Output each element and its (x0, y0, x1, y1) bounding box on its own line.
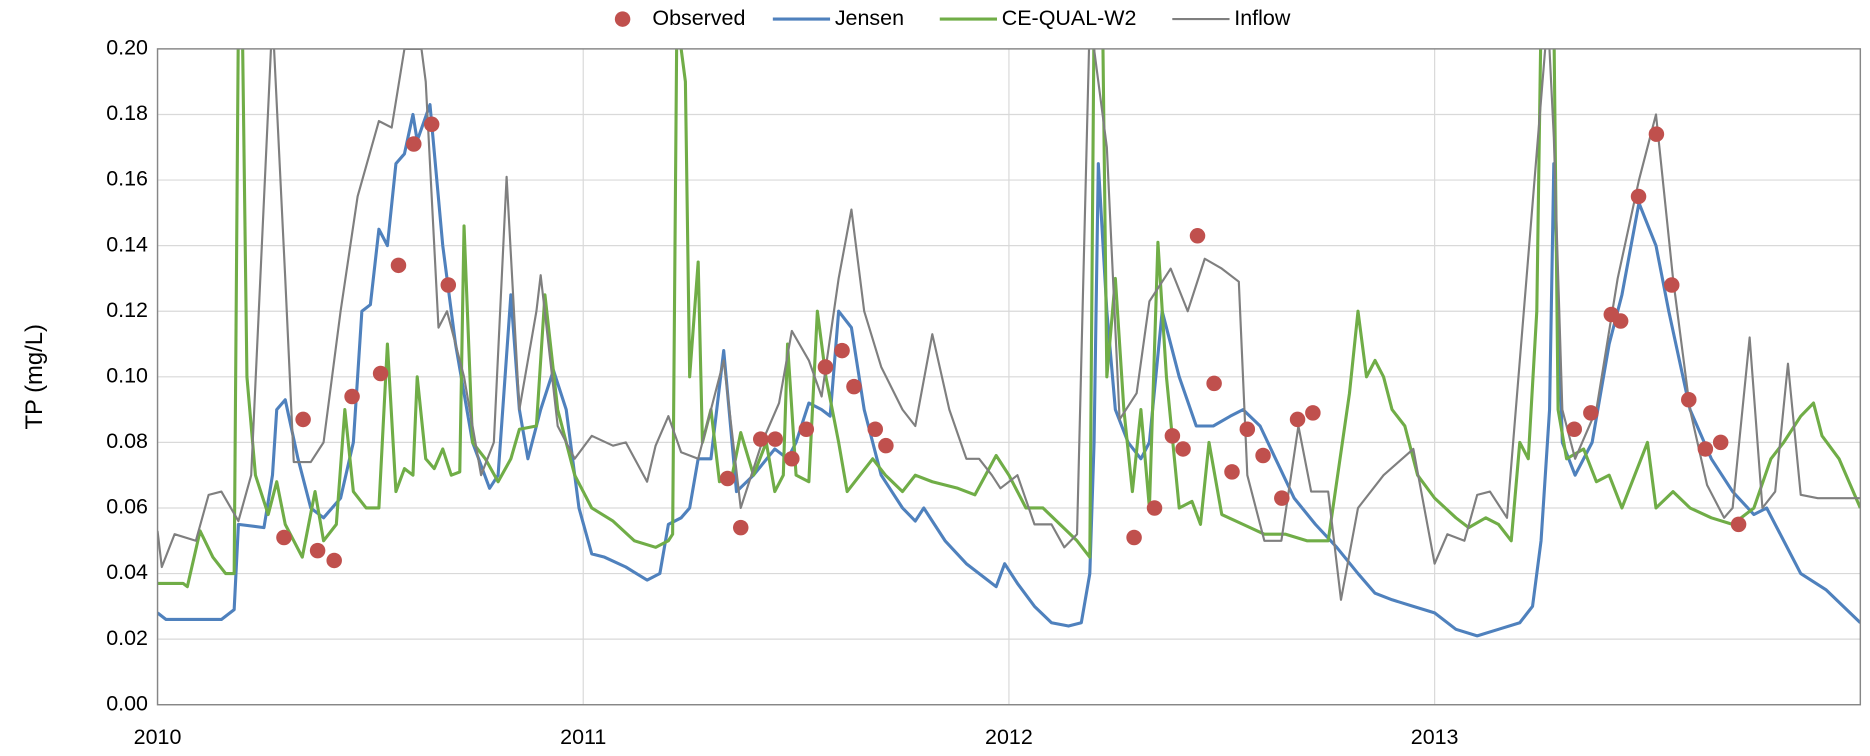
observed-point (1224, 464, 1240, 480)
observed-point (1175, 441, 1191, 457)
y-tick-label: 0.16 (106, 167, 148, 191)
observed-point (440, 277, 457, 293)
observed-point (1730, 516, 1747, 533)
series-line (157, 48, 1861, 601)
observed-point (798, 421, 815, 438)
observed-point (1681, 392, 1697, 408)
y-tick-label: 0.00 (106, 691, 148, 715)
plot-area (157, 48, 1861, 638)
observed-point (846, 378, 862, 395)
observed-point (817, 359, 834, 375)
y-tick-label: 0.12 (106, 298, 148, 322)
grid: 0.00 0.02 0.04 0.06 0.08 0.10 0.12 0.14 0.16 0.18… (106, 36, 1861, 749)
legend: Observed Jensen CE-QUAL-W2 Inflow (614, 6, 1291, 30)
y-tick-label: 0.14 (106, 232, 148, 256)
legend-label: CE-QUAL-W2 (1002, 6, 1137, 30)
y-tick-label: 0.20 (106, 36, 148, 60)
observed-point (732, 519, 749, 536)
series-line (157, 48, 1861, 589)
x-tick-label: 2011 (560, 725, 606, 749)
observed-point (1189, 228, 1206, 244)
y-tick-label: 0.02 (106, 626, 148, 650)
observed-point (1305, 405, 1321, 421)
observed-point (1146, 500, 1163, 516)
observed-point (1612, 313, 1629, 329)
observed-point (1583, 405, 1599, 421)
plot-frame (156, 48, 1862, 706)
y-axis-label: TP (mg/L) (21, 324, 48, 429)
observed-point (423, 116, 440, 133)
y-tick-label: 0.10 (106, 363, 148, 387)
x-tick-label: 2012 (985, 725, 1033, 749)
observed-point (1255, 447, 1271, 464)
observed-point (878, 437, 894, 454)
observed-point (344, 388, 360, 405)
observed-point (784, 451, 800, 467)
observed-point (1289, 411, 1306, 428)
observed-point (1126, 529, 1142, 546)
observed-point (767, 431, 783, 447)
observed-point (1239, 421, 1256, 438)
observed-point (834, 342, 850, 359)
legend-label: Inflow (1234, 6, 1291, 30)
observed-point (309, 542, 326, 559)
observed-point (1630, 188, 1647, 205)
y-tick-label: 0.06 (106, 495, 148, 519)
legend-label: Jensen (835, 6, 904, 30)
observed-point (867, 421, 884, 438)
observed-point (719, 470, 736, 487)
legend-marker (614, 11, 631, 27)
observed-point (1712, 434, 1729, 451)
observed-point (1164, 428, 1181, 444)
observed-point (390, 257, 407, 274)
series-line (157, 103, 1861, 638)
observed-point (1206, 375, 1222, 392)
observed-point (276, 529, 292, 546)
x-tick-label: 2010 (134, 725, 182, 749)
y-tick-label: 0.08 (106, 429, 148, 453)
observed-point (1566, 421, 1583, 438)
legend-label: Observed (652, 6, 745, 30)
observed-point (295, 411, 311, 428)
observed-point (752, 431, 769, 447)
observed-point (1663, 277, 1680, 293)
observed-point (1274, 490, 1290, 506)
y-tick-label: 0.04 (106, 560, 148, 584)
observed-point (1648, 126, 1665, 142)
x-tick-label: 2013 (1411, 725, 1459, 749)
observed-point (406, 136, 422, 152)
observed-point (372, 365, 389, 382)
observed-point (1697, 441, 1714, 457)
y-tick-label: 0.18 (106, 101, 148, 125)
observed-point (326, 552, 342, 569)
